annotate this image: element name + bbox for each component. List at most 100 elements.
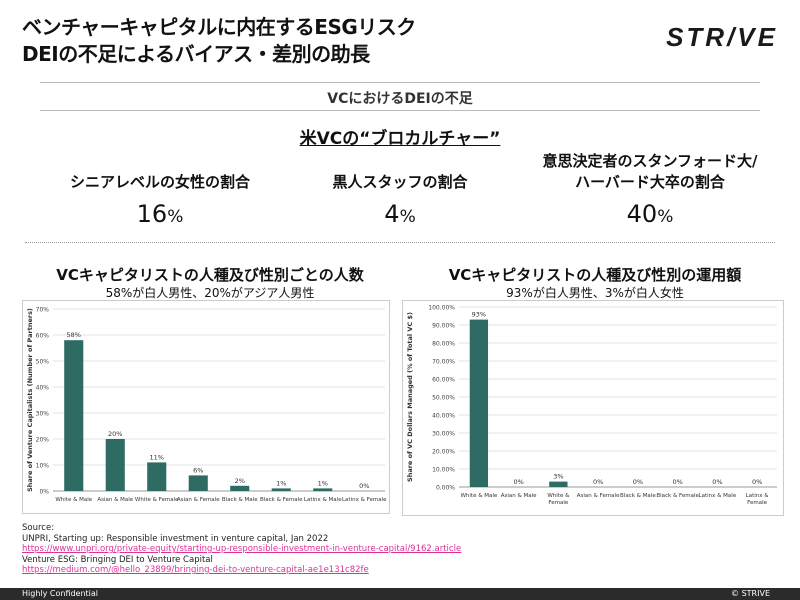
strive-logo: STR/VE [666,22,778,52]
stat-value-stanford-harvard: 40% [515,200,785,228]
data-label: 11% [150,453,164,461]
bar [271,488,291,491]
footer-bar: Highly Confidential © STRIVE [0,588,800,600]
left-chart: 0% 10% 20% 30% 40% 50% 60% 70% Share of Venture … [22,300,390,514]
sources: Source: UNPRI, Starting up: Responsible … [22,523,461,576]
source-line-1: UNPRI, Starting up: Responsible investme… [22,533,329,544]
divider [40,110,760,111]
footer-copyright: © STRIVE [731,589,770,598]
stat-value-black-staff: 4% [290,200,510,228]
x-tick-label: Black & Female [260,497,303,503]
bar [64,340,84,491]
dotted-divider [25,242,775,243]
divider [40,82,760,83]
y-tick-label: 90.00% [432,323,455,330]
x-tick-label: Asian & Male [501,493,537,499]
title-line-2: DEIの不足によるバイアス・差別の助長 [22,42,370,66]
stat-number: 4 [384,200,400,228]
right-chart: 0.00% 10.00% 20.00% 30.00% 40.00% 50.00% 60.00… [402,300,784,516]
x-tick-label: Asian & Male [97,497,133,503]
y-tick-label: 40.00% [432,413,455,420]
footer-confidential: Highly Confidential [22,589,99,598]
left-chart-svg: 0% 10% 20% 30% 40% 50% 60% 70%Share of Venture … [26,307,387,504]
y-tick-label: 20.00% [432,449,455,456]
x-tick-label: White & Male [460,493,497,499]
y-tick-label: 30% [36,411,50,418]
x-tick-label: Asian & Female [577,493,620,499]
x-tick-label: White & Male [55,497,92,503]
data-label: 3% [553,473,563,481]
stat-unit: % [399,207,416,227]
data-label: 0% [513,478,523,486]
x-tick-label: Female [747,500,768,506]
data-label: 0% [593,478,603,486]
x-tick-label: Latinx & Male [699,493,737,499]
data-label: 2% [235,477,245,485]
stat-unit: % [657,207,674,227]
x-tick-label: Black & Male [620,493,656,499]
data-label: 6% [193,466,203,474]
x-tick-label: White & [547,493,570,499]
bar [313,488,333,491]
x-tick-label: White & Female [135,497,179,503]
y-axis-label: Share of Venture Capitalists (Number of … [26,308,34,492]
source-label: Source: [22,523,55,533]
y-tick-label: 80.00% [432,341,455,348]
stat-label-black-staff: 黒人スタッフの割合 [332,173,468,191]
x-tick-label: Latinx & [746,493,770,499]
y-tick-label: 30.00% [432,431,455,438]
source-link-1[interactable]: https://www.unpri.org/private-equity/sta… [22,544,462,554]
stat-number: 40 [626,200,658,228]
y-tick-label: 60% [36,333,50,340]
y-axis-label: Share of VC Dollars Managed (% of Total … [406,312,414,482]
y-tick-label: 20% [36,437,50,444]
y-tick-label: 70.00% [432,359,455,366]
left-chart-subtitle: 58%が白人男性、20%がアジア人男性 [105,286,315,300]
page-title: ベンチャーキャピタルに内在するESGリスク DEIの不足によるバイアス・差別の助… [22,14,416,68]
x-tick-label: Asian & Female [177,497,220,503]
stat-unit: % [167,207,184,227]
source-link-2[interactable]: https://medium.com/@hello_23899/bringing… [22,565,369,575]
x-tick-label: Female [548,500,569,506]
source-line-2: Venture ESG: Bringing DEI to Venture Cap… [22,554,213,565]
bar [549,481,568,487]
data-label: 1% [276,479,286,487]
data-label: 0% [359,482,369,490]
bar [230,485,250,491]
x-tick-label: Latinx & Male [304,497,342,503]
y-tick-label: 0% [39,489,49,496]
title-line-1: ベンチャーキャピタルに内在するESGリスク [22,15,416,39]
data-label: 58% [67,331,81,339]
stat-label-line-2: ハーバード大卒の割合 [575,173,725,191]
y-tick-label: 50% [36,359,50,366]
data-label: 0% [712,478,722,486]
data-label: 0% [752,478,762,486]
stat-value-senior-women: 16% [40,200,280,228]
x-tick-label: Latinx & Female [342,497,387,503]
right-chart-svg: 0.00% 10.00% 20.00% 30.00% 40.00% 50.00% 60.00… [406,305,777,506]
data-label: 93% [472,311,486,319]
bar [188,475,208,491]
subheading: 米VCの“ブロカルチャー” [299,129,501,149]
right-chart-subtitle: 93%が白人男性、3%が白人女性 [506,286,684,300]
section-title: VCにおけるDEIの不足 [327,91,473,107]
y-tick-label: 10.00% [432,467,455,474]
stat-label-stanford-harvard: 意思決定者のスタンフォード大/ ハーバード大卒の割合 [515,151,785,193]
right-chart-title: VCキャピタリストの人種及び性別の運用額 [448,266,742,284]
stat-number: 16 [136,200,168,228]
data-label: 20% [108,430,122,438]
y-tick-label: 40% [36,385,50,392]
x-tick-label: Black & Female [656,493,699,499]
data-label: 1% [318,479,328,487]
y-tick-label: 50.00% [432,395,455,402]
y-tick-label: 100.00% [428,305,455,312]
x-tick-label: Black & Male [222,497,258,503]
y-tick-label: 70% [36,307,50,314]
stat-label-line-1: 意思決定者のスタンフォード大/ [542,152,758,170]
data-label: 0% [672,478,682,486]
bar [105,439,125,491]
stat-label-senior-women: シニアレベルの女性の割合 [69,173,250,191]
bar [147,462,167,491]
y-tick-label: 10% [36,463,50,470]
y-tick-label: 0.00% [436,485,455,492]
